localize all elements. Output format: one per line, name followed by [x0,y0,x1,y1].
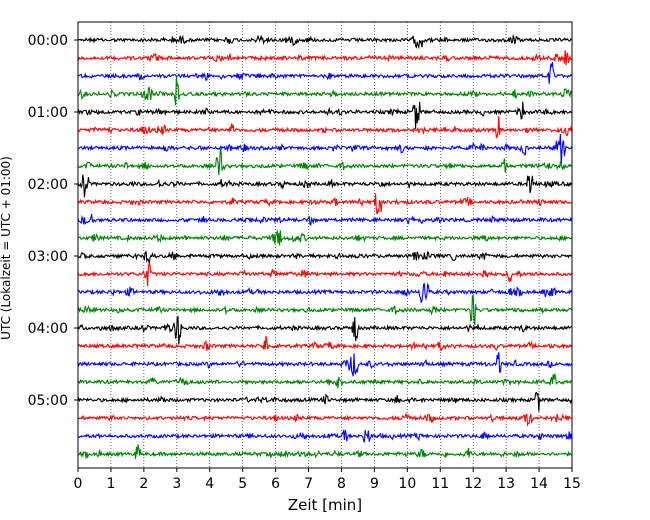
seismic-trace [77,391,573,412]
seismic-trace [77,76,573,106]
grid-lines [110,22,540,468]
seismic-trace [77,293,572,325]
seismic-trace [77,50,572,66]
y-axis: 00:00 01:00 02:00 03:00 04:00 05:00 [28,33,78,409]
seismic-trace [78,34,572,50]
seismic-trace [77,444,572,459]
seismic-trace [77,193,572,215]
seismic-trace [77,61,572,84]
seismic-trace [77,335,573,352]
x-tick-label: 2 [139,476,148,492]
x-tick-label: 3 [172,476,181,492]
x-tick-label: 9 [370,476,379,492]
x-tick-label: 11 [431,476,449,492]
x-tick-label: 6 [271,476,280,492]
x-axis-label: Zeit [min] [288,496,362,514]
y-axis-label: UTC (Lokalzeit = UTC + 01:00) [0,156,13,340]
seismic-trace [77,262,573,287]
x-tick-label: 5 [238,476,247,492]
y-tick-label: 05:00 [28,393,68,409]
x-tick-label: 7 [304,476,313,492]
seismic-trace [77,373,572,389]
seismic-trace [77,133,573,165]
seismic-traces [77,34,573,459]
x-tick-label: 14 [530,476,548,492]
x-tick-label: 4 [205,476,214,492]
seismic-trace [77,174,573,198]
seismic-trace [77,213,573,226]
seismic-trace [77,250,572,265]
seismic-trace [77,282,573,304]
x-tick-label: 13 [497,476,515,492]
x-tick-label: 0 [74,476,83,492]
y-tick-label: 03:00 [28,249,68,265]
y-tick-label: 02:00 [28,177,68,193]
x-tick-label: 8 [337,476,346,492]
seismic-trace [78,229,572,246]
seismic-trace [77,428,573,443]
y-tick-label: 00:00 [28,33,68,49]
x-tick-label: 1 [106,476,115,492]
seismic-trace [77,101,573,130]
seismic-trace [77,352,573,377]
seismic-trace [77,315,572,345]
x-tick-label: 12 [464,476,482,492]
plot-frame [77,21,573,469]
seismic-trace [77,147,572,176]
seismic-trace [77,116,573,139]
x-tick-label: 10 [398,476,416,492]
y-tick-label: 01:00 [28,105,68,121]
y-tick-label: 04:00 [28,321,68,337]
x-tick-label: 15 [563,476,581,492]
seismic-trace [77,411,572,427]
x-axis: 0 1 2 3 4 5 6 7 8 9 10 11 12 13 14 15 [74,468,581,492]
